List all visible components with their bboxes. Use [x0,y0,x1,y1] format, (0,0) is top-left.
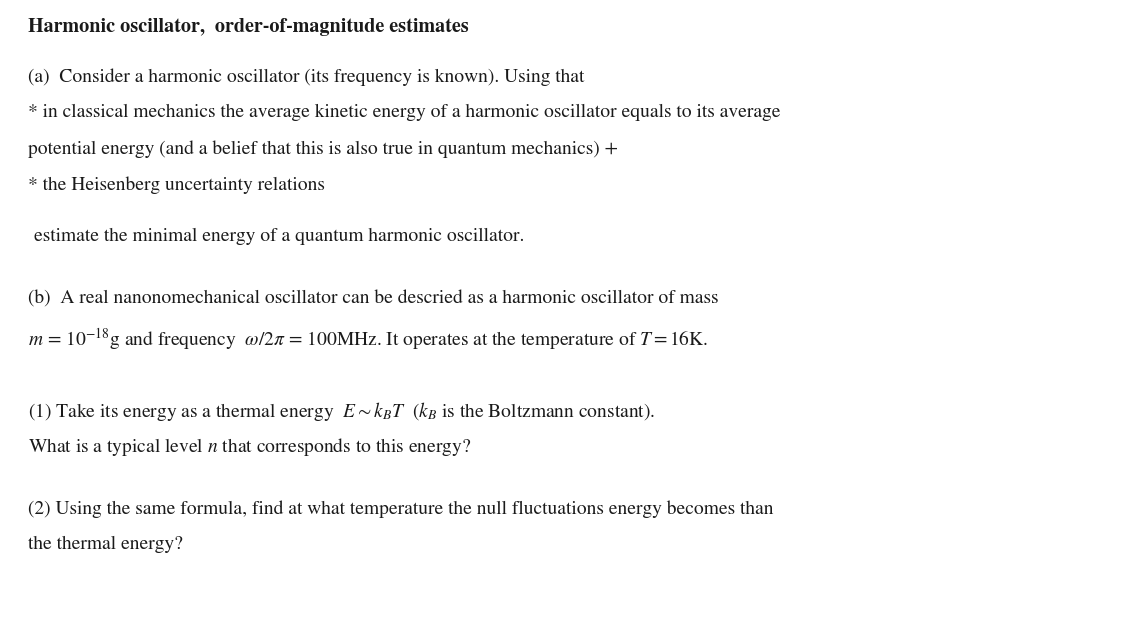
Text: Harmonic oscillator,  order-of-magnitude estimates: Harmonic oscillator, order-of-magnitude … [28,18,469,36]
Text: estimate the minimal energy of a quantum harmonic oscillator.: estimate the minimal energy of a quantum… [34,228,524,245]
Text: $m\,{=}\,10^{-18}$g and frequency  $\omega/2\pi\,{=}\,100$MHz. It operates at th: $m\,{=}\,10^{-18}$g and frequency $\omeg… [28,326,709,352]
Text: * in classical mechanics the average kinetic energy of a harmonic oscillator equ: * in classical mechanics the average kin… [28,104,781,121]
Text: (2) Using the same formula, find at what temperature the null fluctuations energ: (2) Using the same formula, find at what… [28,500,774,518]
Text: (b)  A real nanonomechanical oscillator can be descried as a harmonic oscillator: (b) A real nanonomechanical oscillator c… [28,290,719,307]
Text: What is a typical level $n$ that corresponds to this energy?: What is a typical level $n$ that corresp… [28,436,472,458]
Text: potential energy (and a belief that this is also true in quantum mechanics) +: potential energy (and a belief that this… [28,140,618,158]
Text: * the Heisenberg uncertainty relations: * the Heisenberg uncertainty relations [28,176,325,193]
Text: (1) Take its energy as a thermal energy  $E \sim k_B T$  ($k_B$ is the Boltzmann: (1) Take its energy as a thermal energy … [28,400,655,423]
Text: the thermal energy?: the thermal energy? [28,536,183,553]
Text: (a)  Consider a harmonic oscillator (its frequency is known). Using that: (a) Consider a harmonic oscillator (its … [28,68,584,86]
